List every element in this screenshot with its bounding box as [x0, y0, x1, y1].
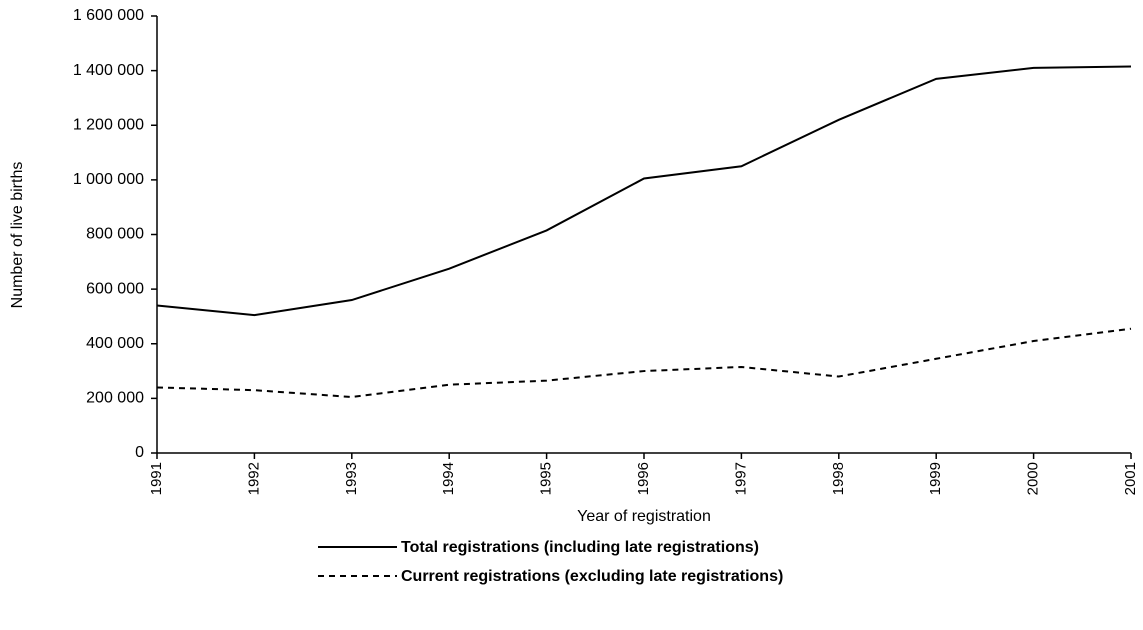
y-axis-title: Number of live births — [9, 162, 26, 309]
y-tick-label: 1 000 000 — [73, 171, 144, 188]
y-tick-label: 1 400 000 — [73, 62, 144, 79]
x-tick-label: 1994 — [440, 462, 457, 495]
y-tick-label: 0 — [135, 444, 144, 461]
y-tick-label: 400 000 — [86, 335, 144, 352]
y-tick-label: 200 000 — [86, 390, 144, 407]
x-tick-label: 1999 — [927, 462, 944, 495]
x-tick-label: 1997 — [732, 462, 749, 495]
x-tick-label: 2000 — [1025, 462, 1042, 495]
x-tick-label: 1992 — [245, 462, 262, 495]
x-tick-label: 1995 — [538, 462, 555, 495]
x-tick-label: 1993 — [343, 462, 360, 495]
y-tick-label: 1 200 000 — [73, 116, 144, 133]
y-tick-label: 600 000 — [86, 280, 144, 297]
x-tick-label: 2001 — [1122, 462, 1139, 495]
series-line — [156, 327, 1132, 399]
legend-label: Current registrations (excluding late re… — [401, 568, 783, 585]
x-tick-label: 1991 — [148, 462, 165, 495]
series-line — [156, 65, 1132, 317]
x-tick-label: 1996 — [635, 462, 652, 495]
y-tick-label: 1 600 000 — [73, 7, 144, 24]
legend-label: Total registrations (including late regi… — [401, 539, 759, 556]
y-tick-label: 800 000 — [86, 226, 144, 243]
x-axis-title: Year of registration — [577, 508, 711, 525]
x-tick-label: 1998 — [830, 462, 847, 495]
